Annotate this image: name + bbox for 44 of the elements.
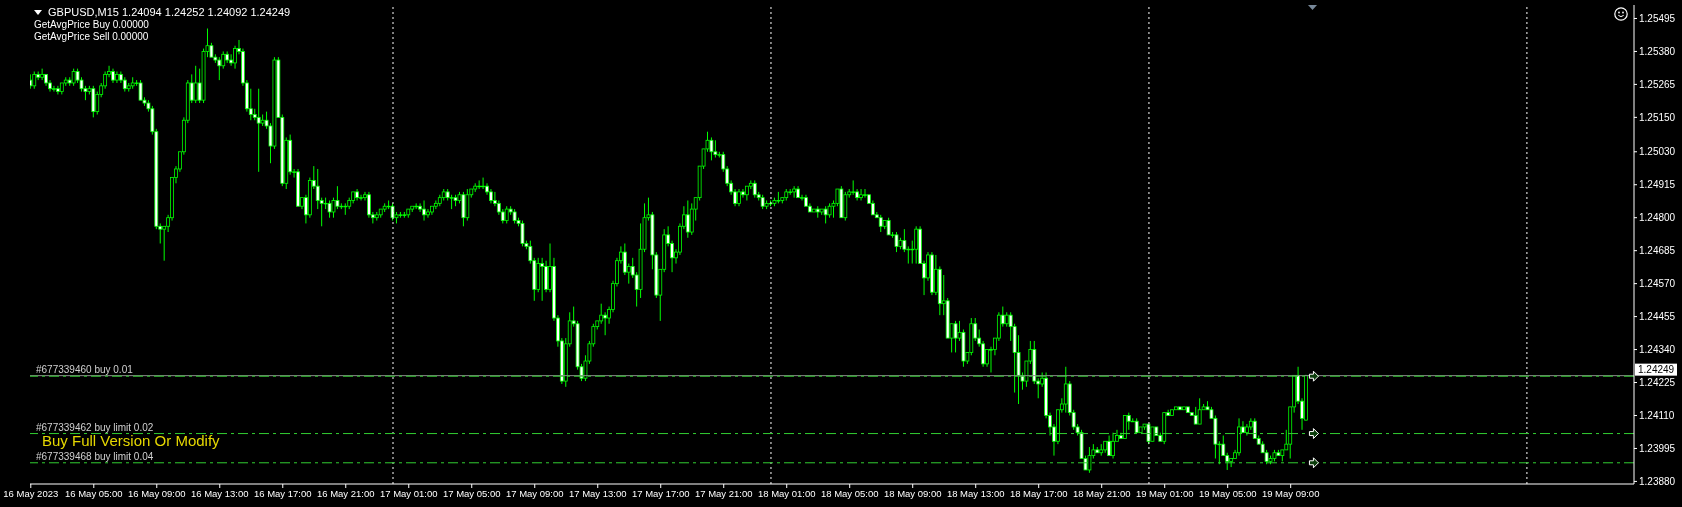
y-tick-label: 1.24340 [1639, 344, 1676, 356]
annotation: GetAvgPrice Buy 0.00000 [34, 18, 150, 31]
x-tick-label: 17 May 05:00 [442, 487, 501, 499]
x-tick-label: 18 May 09:00 [883, 487, 942, 499]
y-tick-label: 1.24225 [1639, 377, 1676, 389]
y-tick-label: 1.24110 [1639, 410, 1675, 422]
y-tick-label: 1.25030 [1639, 146, 1676, 158]
x-tick-label: 16 May 09:00 [127, 487, 186, 499]
x-tick-label: 16 May 21:00 [316, 487, 375, 499]
x-tick-label: 16 May 17:00 [253, 487, 312, 499]
y-tick-label: 1.25150 [1639, 111, 1676, 123]
annotation: GetAvgPrice Sell 0.00000 [34, 31, 150, 44]
y-tick-label: 1.24685 [1639, 245, 1676, 257]
x-tick-label: 19 May 09:00 [1261, 487, 1320, 499]
ref-line-label: 1.24249 [1638, 364, 1675, 376]
x-tick-label: 16 May 2023 [3, 487, 59, 499]
x-tick-label: 17 May 09:00 [505, 487, 564, 499]
y-tick-label: 1.24455 [1639, 311, 1676, 323]
ref-line-label: #677339462 buy limit 0.02 [36, 421, 154, 433]
x-tick-label: 18 May 05:00 [820, 487, 879, 499]
x-tick-label: 18 May 17:00 [1009, 487, 1068, 499]
x-tick-label: 17 May 21:00 [694, 487, 753, 499]
ref-line-label: #677339468 buy limit 0.04 [36, 450, 154, 462]
annotation: Buy Full Version Or Modify [42, 432, 220, 449]
y-tick-label: 1.23995 [1639, 443, 1676, 454]
y-tick-label: 1.25495 [1639, 13, 1676, 25]
x-tick-label: 19 May 01:00 [1135, 487, 1194, 499]
y-tick-label: 1.25265 [1639, 78, 1676, 90]
x-tick-label: 17 May 17:00 [631, 487, 690, 499]
x-tick-label: 16 May 13:00 [190, 487, 249, 499]
chart-title: GBPUSD,M15 1.24094 1.24252 1.24092 1.24249 [48, 6, 291, 19]
x-tick-label: 18 May 21:00 [1072, 487, 1131, 499]
ref-line-label: #677339460 buy 0.01 [36, 364, 134, 376]
y-tick-label: 1.24570 [1639, 278, 1676, 290]
x-tick-label: 18 May 13:00 [946, 487, 1005, 499]
x-tick-label: 16 May 05:00 [64, 487, 123, 499]
x-tick-label: 17 May 13:00 [568, 487, 627, 499]
y-tick-label: 1.25380 [1639, 45, 1676, 57]
x-tick-label: 19 May 05:00 [1198, 487, 1257, 499]
y-tick-label: 1.23880 [1639, 475, 1676, 487]
x-tick-label: 18 May 01:00 [757, 487, 816, 499]
x-tick-label: 17 May 01:00 [379, 487, 438, 499]
y-tick-label: 1.24915 [1639, 179, 1676, 191]
y-tick-label: 1.24800 [1639, 212, 1676, 224]
